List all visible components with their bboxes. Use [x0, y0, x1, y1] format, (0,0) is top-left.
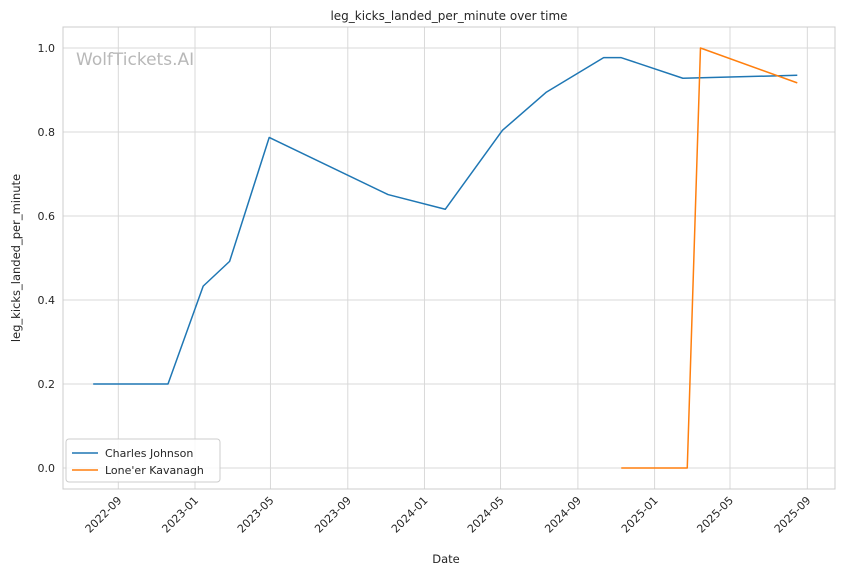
- legend: Charles Johnson Lone'er Kavanagh: [65, 438, 221, 483]
- y-axis-title: leg_kicks_landed_per_minute: [9, 174, 23, 342]
- y-tick-label: 0.4: [38, 294, 56, 307]
- plot-background: [63, 27, 835, 489]
- y-tick-label: 0.6: [38, 210, 56, 223]
- x-tick-label: 2024-01: [389, 494, 431, 536]
- y-tick-label: 0.0: [38, 462, 56, 475]
- watermark: WolfTickets.AI: [76, 50, 194, 70]
- x-tick-label: 2025-09: [772, 494, 814, 536]
- y-tick-label: 0.2: [38, 378, 56, 391]
- chart-title: leg_kicks_landed_per_minute over time: [330, 9, 567, 23]
- x-tick-label: 2023-01: [159, 494, 201, 536]
- x-tick-label: 2025-01: [619, 494, 661, 536]
- series-layer: [93, 47, 798, 469]
- x-axis: 2022-09 2023-01 2023-05 2023-09 2024-01 2024-…: [83, 494, 814, 536]
- x-tick-label: 2024-09: [542, 494, 584, 536]
- x-tick-label: 2025-05: [694, 494, 736, 536]
- y-tick-label: 0.8: [38, 126, 56, 139]
- x-axis-title: Date: [432, 552, 460, 566]
- plot-frame: [62, 26, 836, 490]
- x-tick-label: 2023-09: [312, 494, 354, 536]
- x-tick-label: 2023-05: [235, 494, 277, 536]
- legend-label: Charles Johnson: [105, 447, 193, 460]
- legend-label: Lone'er Kavanagh: [105, 464, 204, 477]
- x-tick-label: 2022-09: [83, 494, 125, 536]
- series-line-1: [93, 56, 798, 385]
- y-tick-label: 1.0: [38, 42, 56, 55]
- y-axis: 0.0 0.2 0.4 0.6 0.8 1.0: [38, 42, 56, 475]
- series-line-2: [621, 47, 798, 469]
- legend-box: [65, 438, 221, 483]
- grid: [63, 27, 835, 489]
- x-tick-label: 2024-05: [465, 494, 507, 536]
